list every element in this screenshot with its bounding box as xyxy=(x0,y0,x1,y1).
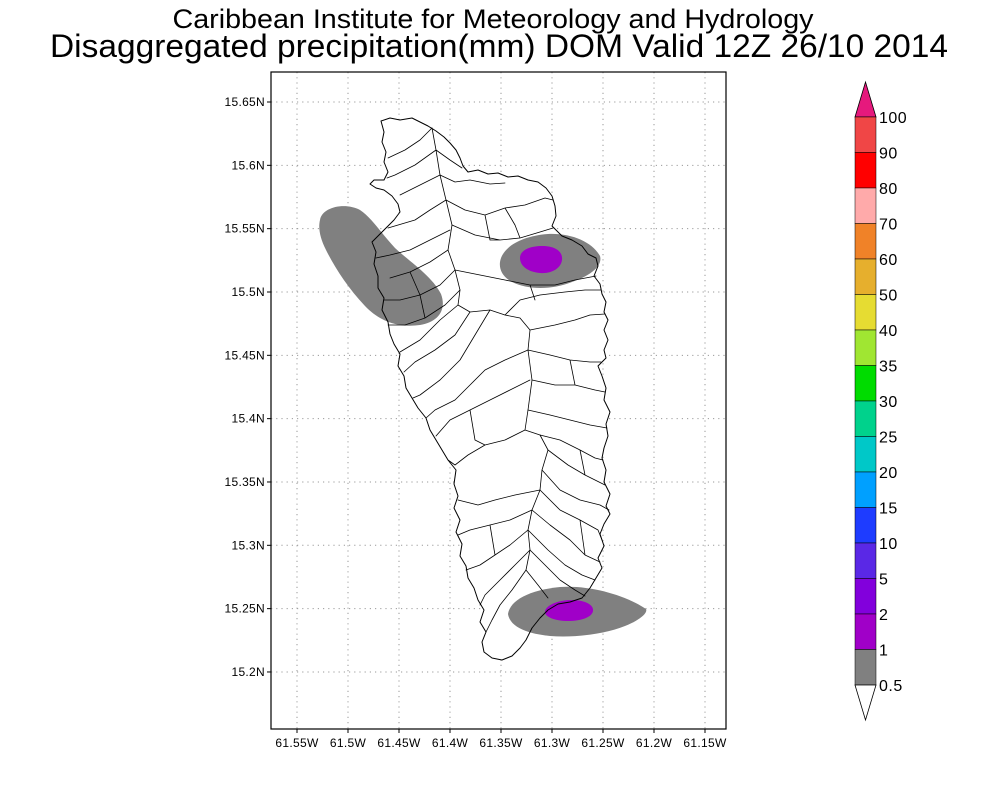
colorbar-label: 0.5 xyxy=(879,678,903,695)
colorbar-segment xyxy=(854,294,877,331)
colorbar: 100 90 80 70 60 50 40 35 30 25 20 15 10 5 2 1 0.5 xyxy=(854,80,907,722)
longitude-axis: 61.55W 61.5W 61.45W 61.4W 61.35W 61.3W 61.25W 6… xyxy=(275,729,727,750)
colorbar-label: 40 xyxy=(879,323,898,340)
colorbar-label: 15 xyxy=(879,501,898,518)
map-frame xyxy=(270,71,727,730)
colorbar-segment xyxy=(854,613,877,650)
watershed-boundaries xyxy=(375,127,610,633)
colorbar-label: 30 xyxy=(879,394,898,411)
lat-tick-label: 15.5N xyxy=(231,285,265,299)
colorbar-label: 70 xyxy=(879,217,898,234)
colorbar-label: 5 xyxy=(879,572,888,589)
colorbar-label: 80 xyxy=(879,181,898,198)
lon-tick-label: 61.35W xyxy=(479,736,523,750)
colorbar-segment xyxy=(854,258,877,295)
lat-tick-label: 15.2N xyxy=(231,665,265,679)
colorbar-segment xyxy=(854,223,877,260)
title-line-1: Caribbean Institute for Meteorology and … xyxy=(173,4,815,34)
lon-tick-label: 61.3W xyxy=(534,736,571,750)
colorbar-segment xyxy=(854,152,877,189)
colorbar-label: 1 xyxy=(879,643,888,660)
lon-tick-label: 61.25W xyxy=(581,736,625,750)
colorbar-segment xyxy=(854,116,877,153)
latitude-axis: 15.65N 15.6N 15.55N 15.5N 15.45N 15.4N 15.35N 1… xyxy=(225,95,271,679)
colorbar-label: 25 xyxy=(879,430,898,447)
colorbar-segment xyxy=(854,187,877,224)
watershed-lines-west xyxy=(375,174,541,633)
colorbar-label: 60 xyxy=(879,252,898,269)
lon-tick-label: 61.45W xyxy=(377,736,421,750)
lon-tick-label: 61.4W xyxy=(432,736,469,750)
lon-tick-label: 61.15W xyxy=(683,736,727,750)
precipitation-shading xyxy=(319,206,647,637)
rain-core-south xyxy=(544,600,594,621)
colorbar-segment xyxy=(854,400,877,437)
rain-area-northwest xyxy=(319,206,443,326)
colorbar-label: 20 xyxy=(879,465,898,482)
colorbar-segment xyxy=(854,542,877,579)
lat-tick-label: 15.4N xyxy=(231,412,265,426)
colorbar-segment xyxy=(854,578,877,615)
lat-tick-label: 15.6N xyxy=(231,158,265,172)
watershed-lines-north xyxy=(386,127,506,185)
colorbar-label: 100 xyxy=(879,110,907,127)
lat-tick-label: 15.65N xyxy=(225,95,266,109)
colorbar-under-triangle xyxy=(854,684,877,722)
title-line-2: Disaggregated precipitation(mm) DOM Vali… xyxy=(50,28,948,64)
map-panel: 15.65N 15.6N 15.55N 15.5N 15.45N 15.4N 15.35N 1… xyxy=(225,71,727,750)
colorbar-segment xyxy=(854,649,877,686)
lon-tick-label: 61.55W xyxy=(275,736,319,750)
lat-tick-label: 15.35N xyxy=(225,475,266,489)
colorbar-segment xyxy=(854,365,877,402)
lat-tick-label: 15.45N xyxy=(225,348,266,362)
lat-tick-label: 15.25N xyxy=(225,602,266,616)
colorbar-segment xyxy=(854,507,877,544)
colorbar-label: 35 xyxy=(879,359,898,376)
lat-tick-label: 15.55N xyxy=(225,222,266,236)
lat-tick-label: 15.3N xyxy=(231,538,265,552)
colorbar-label: 90 xyxy=(879,146,898,163)
colorbar-label: 2 xyxy=(879,607,888,624)
colorbar-label: 10 xyxy=(879,536,898,553)
colorbar-segment xyxy=(854,471,877,508)
lon-tick-label: 61.5W xyxy=(330,736,367,750)
main-drainage-divide xyxy=(431,127,549,599)
colorbar-segment xyxy=(854,329,877,366)
watershed-lines-east xyxy=(445,197,610,597)
colorbar-segment xyxy=(854,436,877,473)
colorbar-label: 50 xyxy=(879,288,898,305)
lon-tick-label: 61.2W xyxy=(636,736,673,750)
rain-core-northeast xyxy=(520,246,563,274)
